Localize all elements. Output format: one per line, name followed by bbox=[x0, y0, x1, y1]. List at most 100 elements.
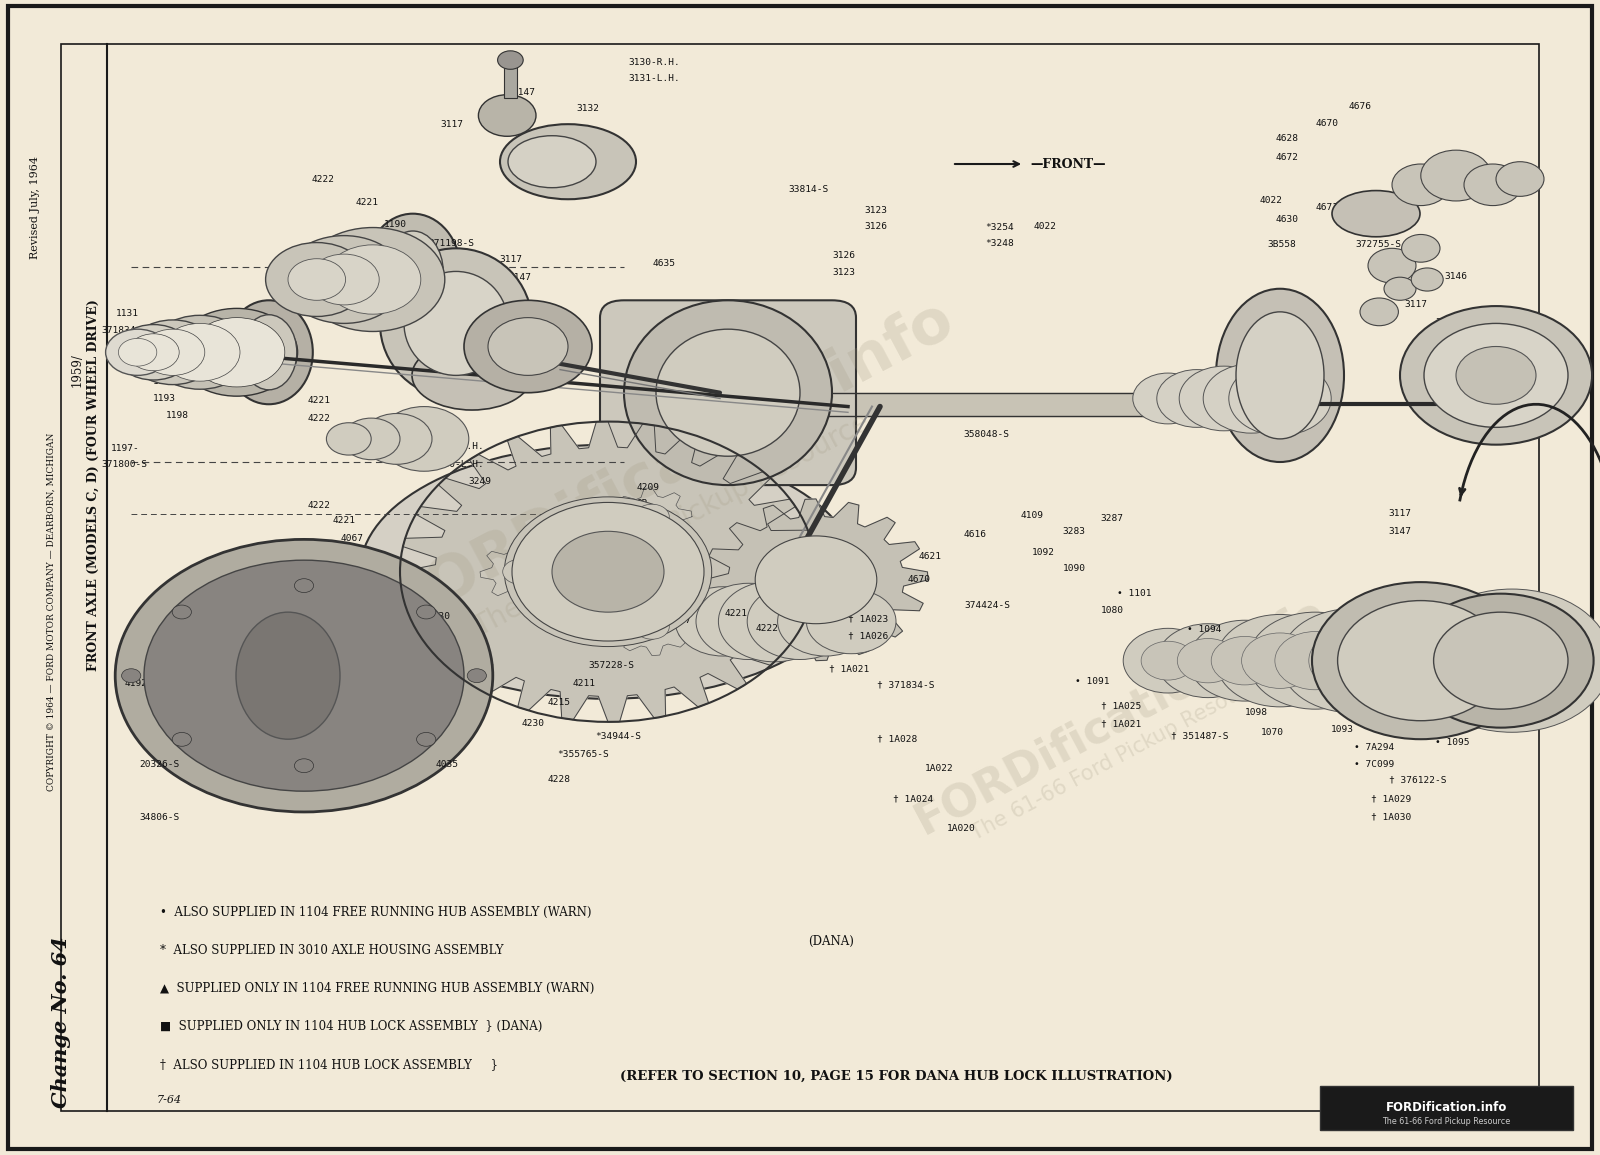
Circle shape bbox=[696, 583, 802, 660]
Circle shape bbox=[189, 318, 285, 387]
FancyBboxPatch shape bbox=[600, 300, 856, 485]
Text: 373472-S: 373472-S bbox=[1435, 318, 1482, 327]
Circle shape bbox=[763, 542, 869, 618]
Text: † 371834-S: † 371834-S bbox=[877, 680, 934, 690]
Circle shape bbox=[1178, 639, 1238, 683]
Ellipse shape bbox=[242, 315, 298, 390]
Text: • 1101: • 1101 bbox=[1117, 589, 1152, 598]
Circle shape bbox=[1496, 162, 1544, 196]
Text: *  ALSO SUPPLIED IN 3010 AXLE HOUSING ASSEMBLY: * ALSO SUPPLIED IN 3010 AXLE HOUSING ASS… bbox=[160, 944, 504, 957]
Circle shape bbox=[467, 669, 486, 683]
Text: 4022: 4022 bbox=[1034, 222, 1056, 231]
Text: 3147: 3147 bbox=[1389, 527, 1411, 536]
Circle shape bbox=[1157, 624, 1259, 698]
Circle shape bbox=[747, 583, 853, 660]
Circle shape bbox=[115, 325, 192, 380]
Polygon shape bbox=[480, 543, 560, 601]
Text: 1090: 1090 bbox=[1062, 564, 1085, 573]
Circle shape bbox=[288, 259, 346, 300]
Polygon shape bbox=[611, 598, 693, 656]
Text: 3105: 3105 bbox=[395, 308, 418, 318]
Text: 4209: 4209 bbox=[637, 483, 659, 492]
Circle shape bbox=[294, 759, 314, 773]
Text: • 371581-S: • 371581-S bbox=[1402, 664, 1459, 673]
Text: 3147: 3147 bbox=[509, 273, 531, 282]
Circle shape bbox=[325, 245, 421, 314]
Text: 87147-S: 87147-S bbox=[1402, 647, 1442, 656]
Text: ■  SUPPLIED ONLY IN 1104 HUB LOCK ASSEMBLY  } (DANA): ■ SUPPLIED ONLY IN 1104 HUB LOCK ASSEMBL… bbox=[160, 1020, 542, 1034]
Circle shape bbox=[115, 539, 493, 812]
Ellipse shape bbox=[656, 329, 800, 456]
Circle shape bbox=[1123, 628, 1213, 693]
Circle shape bbox=[1216, 614, 1344, 707]
Text: 4215: 4215 bbox=[427, 629, 450, 639]
Circle shape bbox=[1421, 150, 1491, 201]
Circle shape bbox=[1411, 268, 1443, 291]
Text: *3248: *3248 bbox=[986, 239, 1014, 248]
Text: 4230: 4230 bbox=[427, 612, 450, 621]
Circle shape bbox=[488, 318, 568, 375]
Circle shape bbox=[755, 536, 877, 624]
Text: 4635: 4635 bbox=[653, 259, 675, 268]
Text: 4221: 4221 bbox=[307, 396, 330, 405]
Text: 3219-R.H.: 3219-R.H. bbox=[432, 442, 483, 452]
Circle shape bbox=[294, 579, 314, 593]
Circle shape bbox=[1342, 627, 1435, 694]
Text: *355765-S: *355765-S bbox=[557, 750, 608, 759]
Circle shape bbox=[1360, 298, 1398, 326]
Text: 4616: 4616 bbox=[963, 530, 986, 539]
Text: 4671: 4671 bbox=[1315, 203, 1338, 213]
Circle shape bbox=[326, 423, 371, 455]
Text: 7-64: 7-64 bbox=[157, 1095, 182, 1104]
Text: 34806-S: 34806-S bbox=[139, 813, 179, 822]
Text: 4851: 4851 bbox=[1363, 215, 1386, 224]
Text: 34808-S: 34808-S bbox=[429, 256, 469, 266]
Text: *34944-S: *34944-S bbox=[595, 732, 642, 742]
Circle shape bbox=[1339, 597, 1515, 724]
Text: 374424-S: 374424-S bbox=[965, 601, 1011, 610]
Text: 1197-: 1197- bbox=[110, 444, 139, 453]
Text: 4192: 4192 bbox=[125, 679, 147, 688]
Circle shape bbox=[512, 502, 704, 641]
Circle shape bbox=[478, 95, 536, 136]
Text: 357228-S: 357228-S bbox=[589, 661, 635, 670]
Circle shape bbox=[128, 334, 179, 371]
Circle shape bbox=[1374, 623, 1480, 699]
Circle shape bbox=[1141, 641, 1195, 680]
Circle shape bbox=[106, 329, 170, 375]
Circle shape bbox=[118, 338, 157, 366]
Text: † 1A024: † 1A024 bbox=[893, 795, 933, 804]
FancyBboxPatch shape bbox=[1320, 1086, 1573, 1130]
Circle shape bbox=[1338, 601, 1504, 721]
Text: 3147: 3147 bbox=[512, 88, 534, 97]
Text: 4236: 4236 bbox=[360, 597, 382, 606]
Text: 1080: 1080 bbox=[1101, 606, 1123, 616]
Circle shape bbox=[1434, 612, 1568, 709]
Text: †  ALSO SUPPLIED IN 1104 HUB LOCK ASSEMBLY     }: † ALSO SUPPLIED IN 1104 HUB LOCK ASSEMBL… bbox=[160, 1058, 498, 1072]
Bar bbox=[504, 64, 517, 98]
Text: 4035: 4035 bbox=[435, 760, 458, 769]
Text: 1A020: 1A020 bbox=[947, 824, 976, 833]
Circle shape bbox=[1453, 618, 1571, 703]
Text: 33814-S: 33814-S bbox=[789, 185, 829, 194]
Ellipse shape bbox=[365, 214, 461, 329]
Text: 3110: 3110 bbox=[395, 328, 418, 337]
Circle shape bbox=[552, 531, 664, 612]
Circle shape bbox=[1179, 366, 1269, 431]
Text: COPYRIGHT © 1964 — FORD MOTOR COMPANY — DEARBORN, MICHIGAN: COPYRIGHT © 1964 — FORD MOTOR COMPANY — … bbox=[46, 433, 56, 791]
Circle shape bbox=[1402, 234, 1440, 262]
Text: 3249: 3249 bbox=[469, 477, 491, 486]
Text: † 351487-S: † 351487-S bbox=[1171, 731, 1229, 740]
Text: 3289-R.H.: 3289-R.H. bbox=[1402, 610, 1453, 619]
Text: 1098: 1098 bbox=[1245, 708, 1267, 717]
Circle shape bbox=[144, 560, 464, 791]
Text: 1190: 1190 bbox=[384, 219, 406, 229]
Text: FRONT AXLE (MODELS C, D) (FOUR WHEEL DRIVE): FRONT AXLE (MODELS C, D) (FOUR WHEEL DRI… bbox=[86, 299, 99, 671]
Circle shape bbox=[1309, 629, 1395, 692]
Ellipse shape bbox=[1235, 312, 1325, 439]
Text: 4670: 4670 bbox=[1315, 119, 1338, 128]
Text: 3126: 3126 bbox=[832, 251, 854, 260]
Text: 1199: 1199 bbox=[154, 359, 176, 368]
Circle shape bbox=[778, 587, 874, 656]
Circle shape bbox=[1203, 364, 1299, 433]
